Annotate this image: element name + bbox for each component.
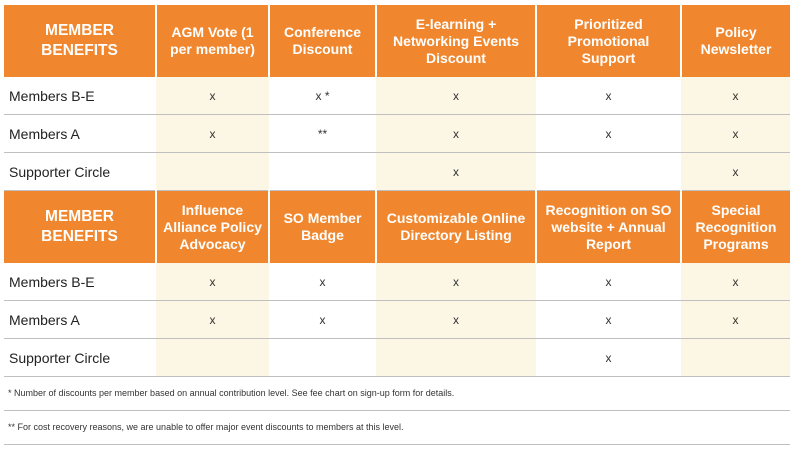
table-row: Supporter Circle x: [4, 338, 790, 377]
row-label: Supporter Circle: [4, 152, 156, 191]
row-label: Members A: [4, 114, 156, 153]
table-row: Members B-E x x x x x: [4, 263, 790, 301]
table-cell: x: [156, 77, 269, 115]
table-cell: x: [376, 114, 536, 153]
table-cell: [536, 152, 681, 191]
table-row: Supporter Circle x x: [4, 152, 790, 191]
section1-header-agm-vote: AGM Vote (1 per member): [156, 5, 270, 77]
row-label: Members B-E: [4, 77, 156, 115]
footnote-cost-recovery: ** For cost recovery reasons, we are una…: [4, 411, 790, 445]
table-cell: x: [156, 263, 269, 301]
table-cell: [681, 338, 790, 377]
section1-header-promotional-support: Prioritized Promotional Support: [536, 5, 682, 77]
section1-header-benefits: MEMBER BENEFITS: [4, 5, 157, 77]
table-cell: x: [536, 338, 681, 377]
table-cell: x: [681, 263, 790, 301]
benefits-grid: MEMBER BENEFITS AGM Vote (1 per member) …: [4, 5, 790, 377]
table-cell: x: [536, 114, 681, 153]
table-cell: [269, 152, 376, 191]
table-cell: x: [269, 300, 376, 339]
section1-header-row: MEMBER BENEFITS AGM Vote (1 per member) …: [4, 5, 790, 77]
table-cell: [156, 338, 269, 377]
row-label: Members A: [4, 300, 156, 339]
table-cell: [156, 152, 269, 191]
table-row: Members A x ** x x x: [4, 114, 790, 153]
section1-header-policy-newsletter: Policy Newsletter: [681, 5, 790, 77]
section2-header-directory-listing: Customizable Online Directory Listing: [376, 190, 537, 263]
table-row: Members A x x x x x: [4, 300, 790, 339]
table-cell: x: [156, 300, 269, 339]
table-cell: x: [536, 300, 681, 339]
table-cell: x: [536, 77, 681, 115]
table-cell: **: [269, 114, 376, 153]
table-row: Members B-E x x * x x x: [4, 77, 790, 115]
table-cell: x: [269, 263, 376, 301]
table-cell: x: [156, 114, 269, 153]
table-cell: x: [376, 77, 536, 115]
table-cell: x: [681, 152, 790, 191]
section2-header-benefits: MEMBER BENEFITS: [4, 190, 157, 263]
section2-header-row: MEMBER BENEFITS Influence Alliance Polic…: [4, 190, 790, 263]
row-label: Supporter Circle: [4, 338, 156, 377]
section1-header-conference-discount: Conference Discount: [269, 5, 377, 77]
section2-header-special-recognition: Special Recognition Programs: [681, 190, 790, 263]
table-cell: x: [681, 114, 790, 153]
table-cell: [269, 338, 376, 377]
table-cell: x: [681, 300, 790, 339]
table-cell: [376, 338, 536, 377]
table-cell: x: [376, 300, 536, 339]
member-benefits-table: MEMBER BENEFITS AGM Vote (1 per member) …: [4, 5, 790, 445]
table-cell: x *: [269, 77, 376, 115]
section2-header-policy-advocacy: Influence Alliance Policy Advocacy: [156, 190, 270, 263]
section1-header-elearning-discount: E-learning + Networking Events Discount: [376, 5, 537, 77]
footnote-discounts: * Number of discounts per member based o…: [4, 377, 790, 411]
table-cell: x: [681, 77, 790, 115]
section2-header-member-badge: SO Member Badge: [269, 190, 377, 263]
table-cell: x: [376, 263, 536, 301]
table-cell: x: [536, 263, 681, 301]
table-cell: x: [376, 152, 536, 191]
row-label: Members B-E: [4, 263, 156, 301]
section2-header-recognition-website: Recognition on SO website + Annual Repor…: [536, 190, 682, 263]
